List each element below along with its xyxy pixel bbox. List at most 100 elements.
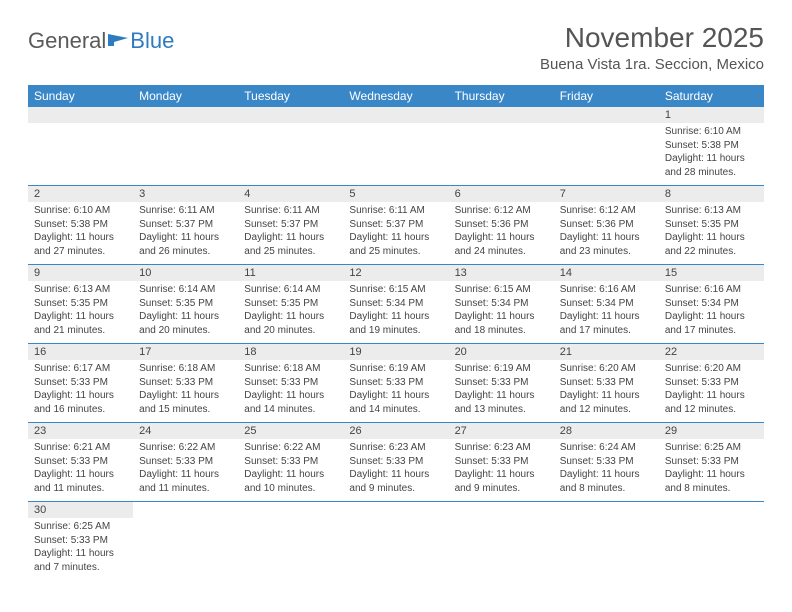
day-info-cell: Sunrise: 6:22 AMSunset: 5:33 PMDaylight:… bbox=[133, 439, 238, 502]
info-row: Sunrise: 6:10 AMSunset: 5:38 PMDaylight:… bbox=[28, 202, 764, 265]
daylight-line: Daylight: 11 hours and 22 minutes. bbox=[665, 231, 758, 258]
weekday-header: Tuesday bbox=[238, 85, 343, 107]
day-info-cell: Sunrise: 6:17 AMSunset: 5:33 PMDaylight:… bbox=[28, 360, 133, 423]
weekday-header-row: SundayMondayTuesdayWednesdayThursdayFrid… bbox=[28, 85, 764, 107]
info-row: Sunrise: 6:10 AMSunset: 5:38 PMDaylight:… bbox=[28, 123, 764, 186]
sunrise-line: Sunrise: 6:11 AM bbox=[244, 204, 337, 218]
daylight-line: Daylight: 11 hours and 9 minutes. bbox=[349, 468, 442, 495]
sunset-line: Sunset: 5:36 PM bbox=[455, 218, 548, 232]
daylight-line: Daylight: 11 hours and 21 minutes. bbox=[34, 310, 127, 337]
day-info-cell bbox=[554, 123, 659, 186]
sunrise-line: Sunrise: 6:25 AM bbox=[34, 520, 127, 534]
calendar-table: SundayMondayTuesdayWednesdayThursdayFrid… bbox=[28, 85, 764, 580]
sunrise-line: Sunrise: 6:16 AM bbox=[665, 283, 758, 297]
day-number-cell: 7 bbox=[554, 186, 659, 203]
day-number-cell bbox=[133, 107, 238, 123]
sunrise-line: Sunrise: 6:22 AM bbox=[244, 441, 337, 455]
sunrise-line: Sunrise: 6:22 AM bbox=[139, 441, 232, 455]
day-info-cell: Sunrise: 6:18 AMSunset: 5:33 PMDaylight:… bbox=[238, 360, 343, 423]
header: General Blue November 2025 Buena Vista 1… bbox=[28, 22, 764, 77]
day-number-cell: 9 bbox=[28, 265, 133, 282]
day-number-cell bbox=[343, 107, 448, 123]
day-info-cell bbox=[449, 518, 554, 580]
daylight-line: Daylight: 11 hours and 25 minutes. bbox=[244, 231, 337, 258]
daylight-line: Daylight: 11 hours and 19 minutes. bbox=[349, 310, 442, 337]
day-info-cell: Sunrise: 6:14 AMSunset: 5:35 PMDaylight:… bbox=[238, 281, 343, 344]
day-number-cell bbox=[659, 502, 764, 519]
day-number-cell: 2 bbox=[28, 186, 133, 203]
day-info-cell: Sunrise: 6:12 AMSunset: 5:36 PMDaylight:… bbox=[554, 202, 659, 265]
daylight-line: Daylight: 11 hours and 20 minutes. bbox=[139, 310, 232, 337]
sunset-line: Sunset: 5:34 PM bbox=[455, 297, 548, 311]
sunrise-line: Sunrise: 6:15 AM bbox=[455, 283, 548, 297]
sunrise-line: Sunrise: 6:13 AM bbox=[34, 283, 127, 297]
sunrise-line: Sunrise: 6:25 AM bbox=[665, 441, 758, 455]
daylight-line: Daylight: 11 hours and 14 minutes. bbox=[244, 389, 337, 416]
sunset-line: Sunset: 5:33 PM bbox=[665, 455, 758, 469]
sunrise-line: Sunrise: 6:11 AM bbox=[139, 204, 232, 218]
sunrise-line: Sunrise: 6:16 AM bbox=[560, 283, 653, 297]
day-number-cell bbox=[238, 107, 343, 123]
daylight-line: Daylight: 11 hours and 28 minutes. bbox=[665, 152, 758, 179]
sunset-line: Sunset: 5:33 PM bbox=[665, 376, 758, 390]
day-info-cell: Sunrise: 6:20 AMSunset: 5:33 PMDaylight:… bbox=[659, 360, 764, 423]
sunset-line: Sunset: 5:33 PM bbox=[560, 376, 653, 390]
sunset-line: Sunset: 5:33 PM bbox=[139, 455, 232, 469]
day-info-cell: Sunrise: 6:20 AMSunset: 5:33 PMDaylight:… bbox=[554, 360, 659, 423]
sunrise-line: Sunrise: 6:19 AM bbox=[349, 362, 442, 376]
day-number-cell: 28 bbox=[554, 423, 659, 440]
sunset-line: Sunset: 5:34 PM bbox=[560, 297, 653, 311]
day-number-cell: 14 bbox=[554, 265, 659, 282]
day-number-cell bbox=[28, 107, 133, 123]
day-number-cell: 23 bbox=[28, 423, 133, 440]
daylight-line: Daylight: 11 hours and 11 minutes. bbox=[34, 468, 127, 495]
info-row: Sunrise: 6:21 AMSunset: 5:33 PMDaylight:… bbox=[28, 439, 764, 502]
sunset-line: Sunset: 5:37 PM bbox=[349, 218, 442, 232]
day-number-cell: 11 bbox=[238, 265, 343, 282]
day-number-cell bbox=[449, 502, 554, 519]
day-number-cell: 8 bbox=[659, 186, 764, 203]
day-info-cell: Sunrise: 6:23 AMSunset: 5:33 PMDaylight:… bbox=[449, 439, 554, 502]
day-number-cell: 1 bbox=[659, 107, 764, 123]
sunset-line: Sunset: 5:33 PM bbox=[244, 376, 337, 390]
day-number-cell: 5 bbox=[343, 186, 448, 203]
sunrise-line: Sunrise: 6:12 AM bbox=[560, 204, 653, 218]
daylight-line: Daylight: 11 hours and 9 minutes. bbox=[455, 468, 548, 495]
day-number-cell: 10 bbox=[133, 265, 238, 282]
day-info-cell bbox=[659, 518, 764, 580]
sunrise-line: Sunrise: 6:18 AM bbox=[139, 362, 232, 376]
daynum-row: 23242526272829 bbox=[28, 423, 764, 440]
day-number-cell: 15 bbox=[659, 265, 764, 282]
daylight-line: Daylight: 11 hours and 17 minutes. bbox=[665, 310, 758, 337]
day-number-cell: 16 bbox=[28, 344, 133, 361]
day-number-cell: 4 bbox=[238, 186, 343, 203]
day-info-cell: Sunrise: 6:25 AMSunset: 5:33 PMDaylight:… bbox=[28, 518, 133, 580]
brand-logo: General Blue bbox=[28, 22, 174, 54]
sunset-line: Sunset: 5:35 PM bbox=[244, 297, 337, 311]
brand-part2: Blue bbox=[130, 28, 174, 54]
sunrise-line: Sunrise: 6:17 AM bbox=[34, 362, 127, 376]
sunset-line: Sunset: 5:33 PM bbox=[139, 376, 232, 390]
daylight-line: Daylight: 11 hours and 20 minutes. bbox=[244, 310, 337, 337]
sunset-line: Sunset: 5:35 PM bbox=[139, 297, 232, 311]
day-info-cell: Sunrise: 6:23 AMSunset: 5:33 PMDaylight:… bbox=[343, 439, 448, 502]
day-number-cell: 27 bbox=[449, 423, 554, 440]
sunrise-line: Sunrise: 6:24 AM bbox=[560, 441, 653, 455]
location-subtitle: Buena Vista 1ra. Seccion, Mexico bbox=[540, 56, 764, 73]
sunset-line: Sunset: 5:33 PM bbox=[349, 455, 442, 469]
day-number-cell: 29 bbox=[659, 423, 764, 440]
daylight-line: Daylight: 11 hours and 8 minutes. bbox=[665, 468, 758, 495]
day-number-cell: 18 bbox=[238, 344, 343, 361]
day-info-cell: Sunrise: 6:11 AMSunset: 5:37 PMDaylight:… bbox=[238, 202, 343, 265]
sunrise-line: Sunrise: 6:12 AM bbox=[455, 204, 548, 218]
daylight-line: Daylight: 11 hours and 17 minutes. bbox=[560, 310, 653, 337]
sunset-line: Sunset: 5:33 PM bbox=[34, 455, 127, 469]
day-info-cell: Sunrise: 6:14 AMSunset: 5:35 PMDaylight:… bbox=[133, 281, 238, 344]
daynum-row: 1 bbox=[28, 107, 764, 123]
day-info-cell bbox=[449, 123, 554, 186]
day-info-cell bbox=[554, 518, 659, 580]
day-number-cell: 6 bbox=[449, 186, 554, 203]
sunrise-line: Sunrise: 6:10 AM bbox=[34, 204, 127, 218]
day-info-cell: Sunrise: 6:13 AMSunset: 5:35 PMDaylight:… bbox=[28, 281, 133, 344]
flag-icon bbox=[108, 32, 130, 48]
